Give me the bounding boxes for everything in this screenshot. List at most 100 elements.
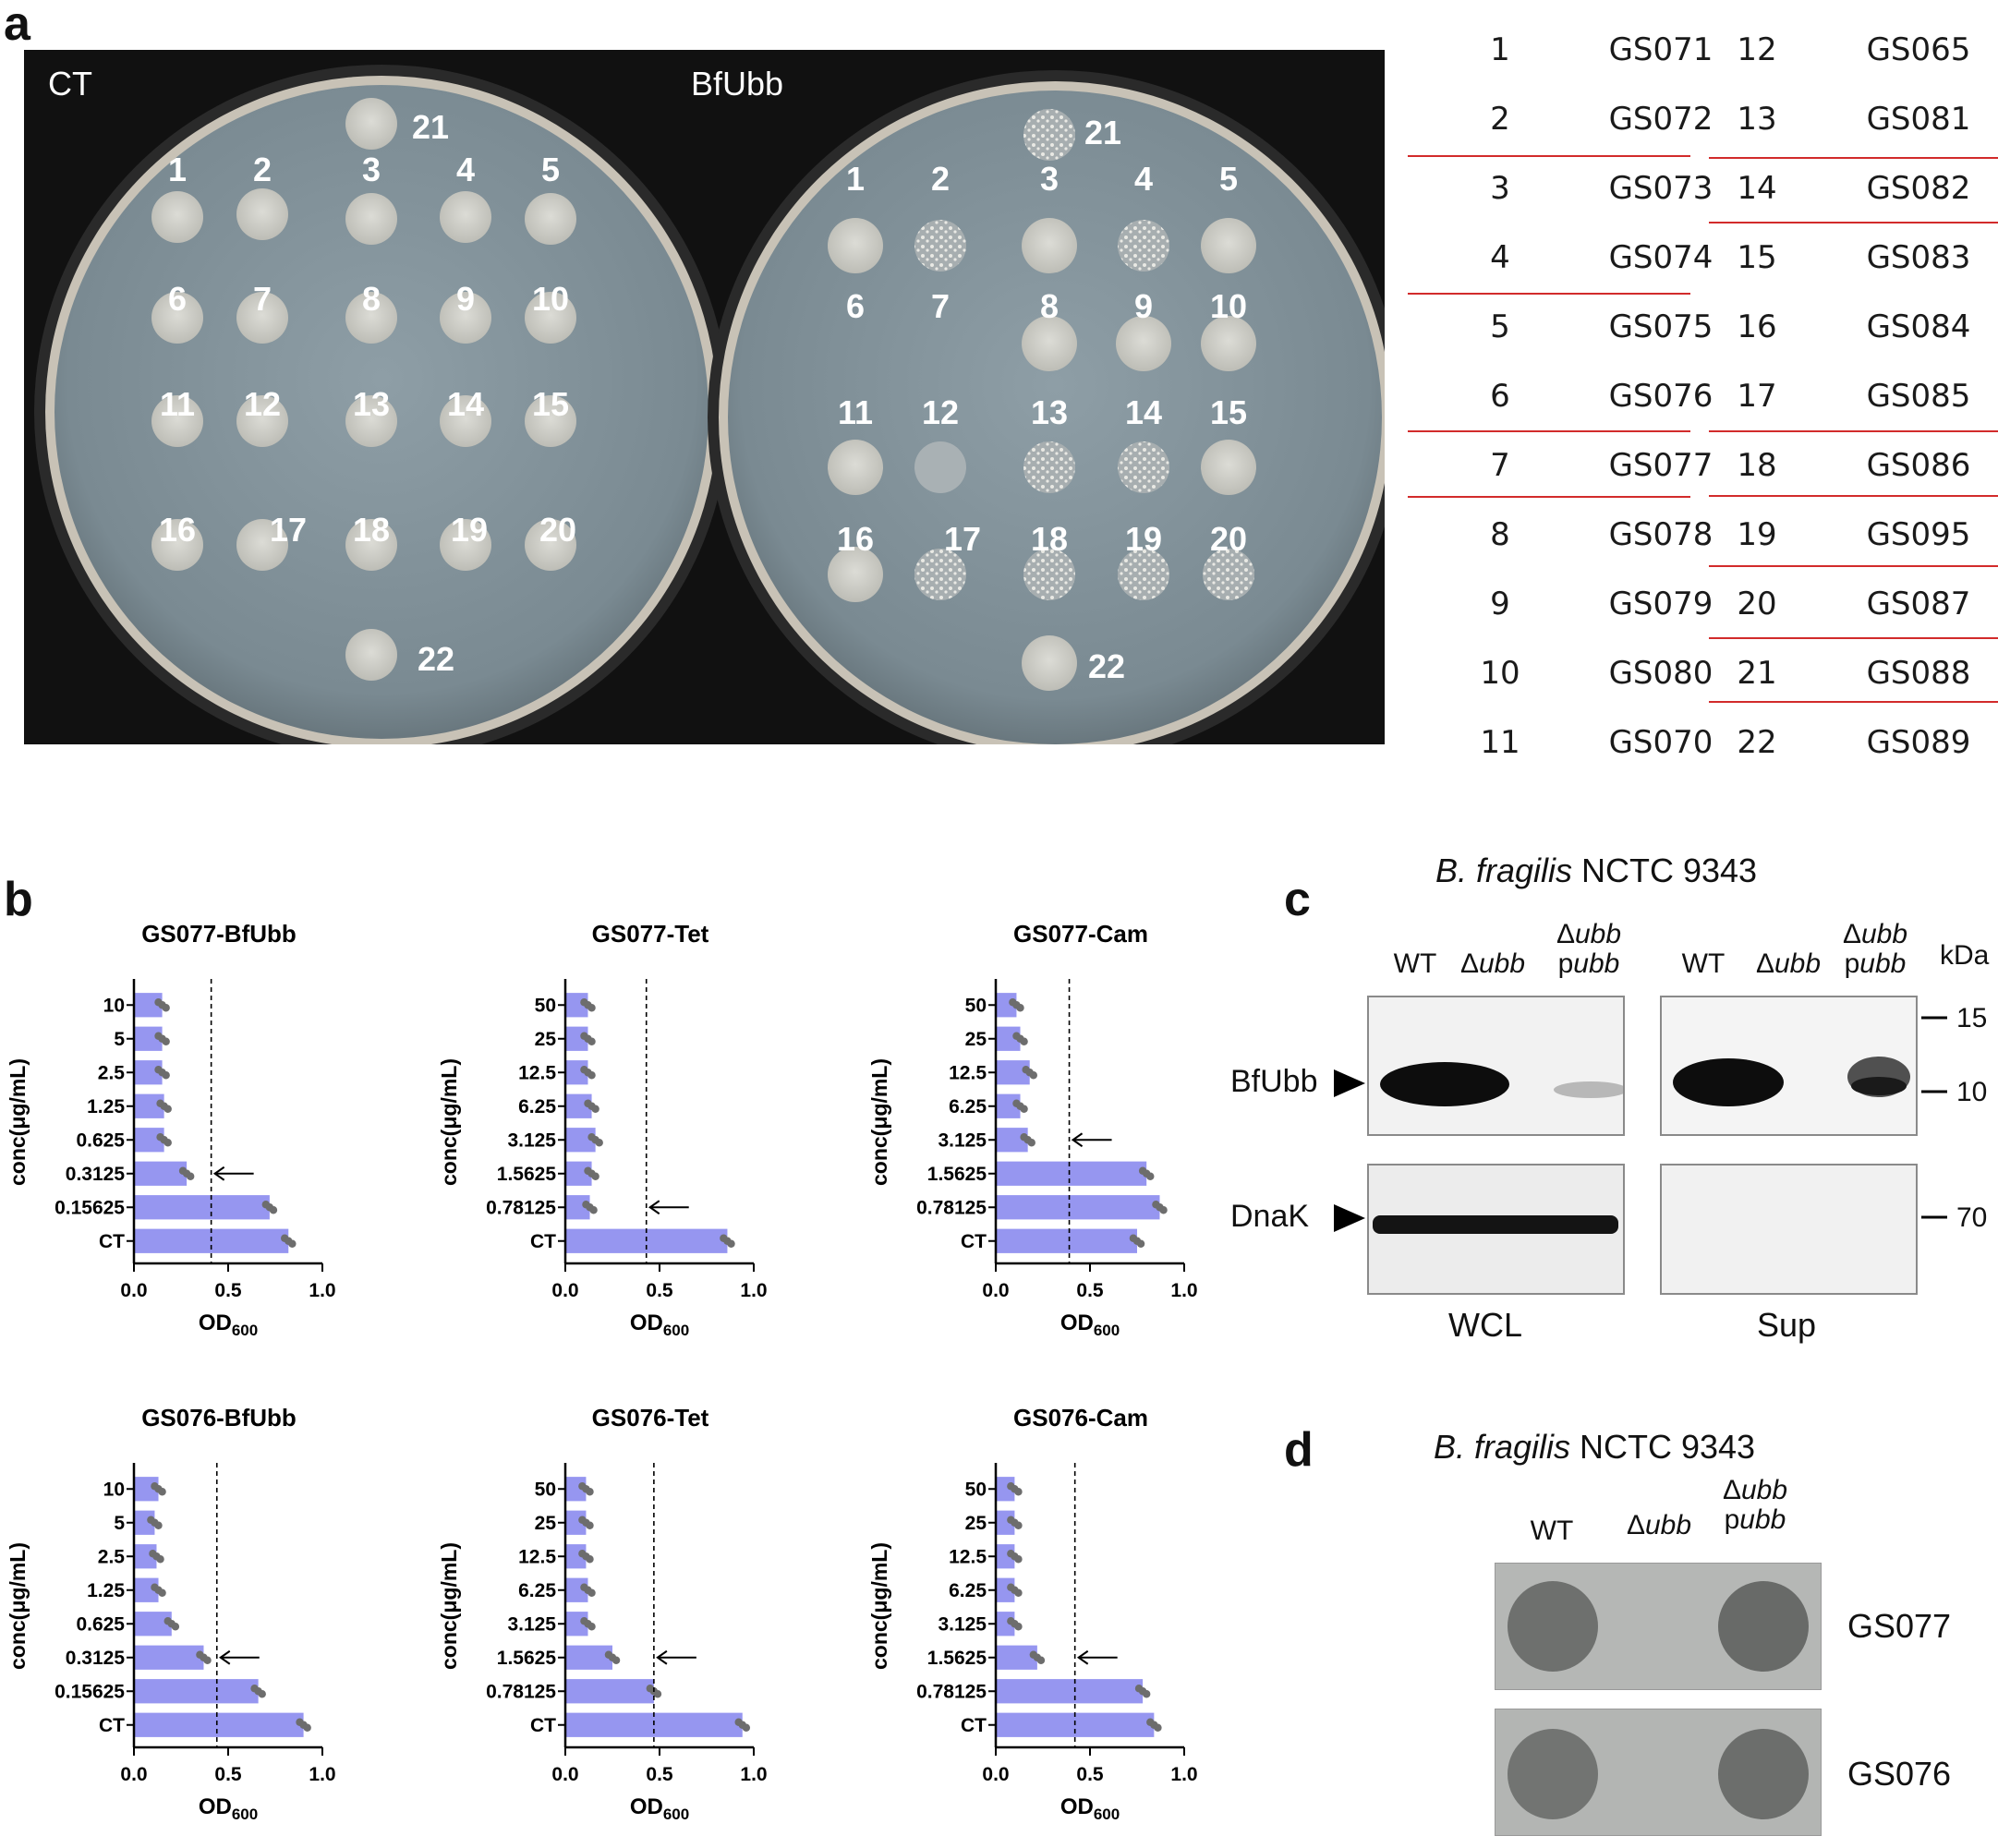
delta-symbol: Δ <box>1842 919 1861 949</box>
blot-row-label-bfubb: BfUbb <box>1230 1064 1318 1100</box>
legend-strain-id: GS065 <box>1866 31 1971 68</box>
legend-strain-id: GS089 <box>1866 724 1971 761</box>
bar <box>996 1645 1037 1670</box>
delta-symbol: Δ <box>1556 919 1575 949</box>
category-label: 10 <box>103 995 125 1016</box>
replicate-point <box>303 1723 311 1732</box>
ubb-label: ubb <box>1859 948 1907 979</box>
bfubb-arrowhead-icon <box>1334 1069 1365 1097</box>
ct-colony-spot <box>345 98 397 150</box>
legend-number: 16 <box>1737 308 1777 345</box>
bar <box>565 1645 612 1670</box>
blot-col-delta-sup: Δubb <box>1756 949 1821 979</box>
blot-sup-bfubb-bands <box>1662 997 1916 1134</box>
category-label: CT <box>99 1231 125 1252</box>
legend-strain-id: GS077 <box>1608 447 1713 484</box>
legend-divider-line <box>1709 701 1998 703</box>
x-tick-label: 0.5 <box>1076 1280 1104 1301</box>
chart-GS077-Tet: GS077-Tet 50 25 12.5 6.25 3.125 1.5625 0.78125 C… <box>437 920 768 1339</box>
ct-spot-number: 19 <box>450 511 489 549</box>
replicate-point <box>1029 1071 1038 1080</box>
ct-colony-spot <box>236 395 288 447</box>
legend-strain-id: GS079 <box>1608 586 1713 622</box>
bfubb-colony-spot <box>1201 218 1256 273</box>
ubb-label: ubb <box>1739 1504 1786 1535</box>
chart-title: GS077-Cam <box>1013 920 1148 948</box>
panel-letter-d: d <box>1284 1423 1314 1477</box>
delta-symbol: Δ <box>1459 948 1479 979</box>
legend-number: 2 <box>1490 101 1510 138</box>
ct-colony-spot <box>236 292 288 344</box>
blot-col-wt-sup: WT <box>1682 949 1726 979</box>
category-label: 25 <box>535 1029 557 1050</box>
ct-spot-number: 13 <box>352 385 391 423</box>
legend-number: 14 <box>1737 170 1777 207</box>
legend-number: 1 <box>1490 31 1510 68</box>
x-tick-label: 0.0 <box>982 1280 1009 1301</box>
legend-divider-line <box>1709 637 1998 639</box>
replicate-point <box>1154 1723 1162 1732</box>
x-axis-label: OD600 <box>630 1311 689 1339</box>
spot-col-delta: Δubb <box>1627 1511 1691 1540</box>
category-label: 3.125 <box>938 1129 987 1151</box>
replicate-point <box>591 1105 599 1113</box>
x-tick-label: 1.0 <box>309 1280 335 1301</box>
legend-number: 10 <box>1480 655 1520 692</box>
delta-symbol: Δ <box>1755 948 1774 979</box>
replicate-point <box>1014 1588 1023 1597</box>
replicate-point <box>158 1488 166 1496</box>
bar <box>134 1161 188 1186</box>
ct-colony-spot <box>345 193 397 245</box>
bfubb-colony-spot <box>1201 316 1256 371</box>
bfubb-spot-number: 3 <box>1039 160 1060 198</box>
legend-number: 8 <box>1490 516 1510 553</box>
legend-strain-id: GS086 <box>1866 447 1971 484</box>
category-label: 0.625 <box>76 1129 125 1151</box>
category-label: 1.5625 <box>497 1648 557 1669</box>
marker-15: 15 <box>1956 1003 1988 1033</box>
category-label: 25 <box>965 1513 987 1534</box>
category-label: CT <box>961 1231 987 1252</box>
spot-row-label-gs077: GS077 <box>1847 1607 1951 1646</box>
category-label: 6.25 <box>518 1096 556 1117</box>
y-axis-label: conc(μg/mL) <box>6 1058 30 1186</box>
mic-arrowhead <box>212 1166 225 1181</box>
category-label: 3.125 <box>938 1613 987 1635</box>
blot-wcl-dnak <box>1367 1164 1625 1295</box>
replicate-point <box>595 1139 603 1147</box>
x-tick-label: 0.0 <box>120 1280 147 1301</box>
bfubb-colony-spot <box>1118 441 1169 493</box>
x-axis-label: OD600 <box>630 1794 689 1823</box>
legend-strain-id: GS085 <box>1866 378 1971 415</box>
panel-d-title-strain: NCTC 9343 <box>1569 1428 1756 1466</box>
category-label: 0.15625 <box>54 1681 125 1702</box>
category-label: 1.25 <box>87 1580 125 1601</box>
bfubb-colony-spot <box>914 441 966 493</box>
mic-arrowhead <box>656 1649 668 1665</box>
replicate-point <box>158 1588 166 1597</box>
ct-colony-spot <box>440 191 491 243</box>
legend-strain-id: GS080 <box>1608 655 1713 692</box>
x-tick-label: 0.5 <box>1076 1764 1104 1785</box>
category-label: 1.5625 <box>497 1164 557 1185</box>
legend-strain-id: GS075 <box>1608 308 1713 345</box>
legend-divider-line <box>1709 430 1998 432</box>
mic-arrowhead <box>219 1649 231 1665</box>
blot-col-comp-sup: Δubb pubb <box>1843 920 1907 979</box>
ct-colony-spot <box>525 519 576 571</box>
replicate-point <box>288 1239 297 1248</box>
bar <box>996 1195 1160 1220</box>
category-label: 2.5 <box>98 1546 126 1567</box>
ct-spot-number: 5 <box>540 151 561 188</box>
replicate-point <box>1143 1690 1151 1698</box>
legend-strain-id: GS076 <box>1608 378 1713 415</box>
ct-colony-spot <box>345 519 397 571</box>
legend-number: 21 <box>1737 655 1777 692</box>
category-label: 12.5 <box>518 1546 556 1567</box>
replicate-point <box>586 1555 594 1564</box>
category-label: 50 <box>965 1479 987 1500</box>
replicate-point <box>203 1656 212 1664</box>
ct-colony-spot <box>151 191 203 243</box>
blot-bottom-label-sup: Sup <box>1757 1306 1816 1345</box>
panel-letter-a: a <box>4 0 30 51</box>
